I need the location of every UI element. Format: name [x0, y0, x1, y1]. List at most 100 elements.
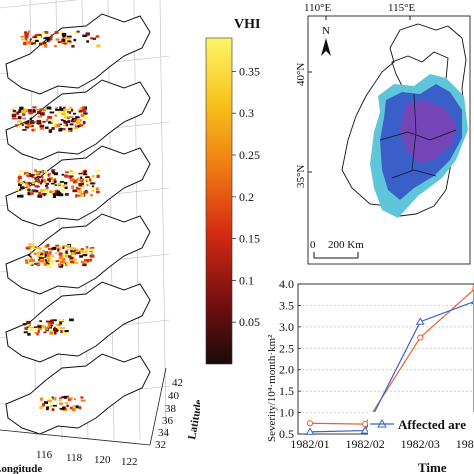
vhi-pixel — [28, 172, 32, 175]
vhi-pixel — [65, 264, 68, 267]
vhi-pixel — [64, 37, 68, 39]
vhi-pixel — [77, 177, 83, 181]
vhi-pixel — [90, 194, 93, 197]
vhi-pixel — [37, 194, 43, 198]
vhi-pixel — [86, 257, 89, 260]
vhi-pixel — [64, 112, 68, 117]
vhi-pixel — [73, 398, 76, 401]
vhi-pixel — [52, 319, 57, 322]
vhi-pixel — [49, 262, 54, 266]
vhi-pixel — [39, 108, 42, 110]
vhi-pixel — [80, 399, 86, 402]
vhi-pixel — [61, 38, 64, 42]
vhi-pixel — [46, 263, 50, 265]
plot-frame — [297, 283, 474, 435]
vhi-pixel — [83, 253, 88, 257]
vhi-pixel — [84, 259, 89, 263]
vhi-pixel — [52, 171, 55, 174]
vhi-pixel — [68, 127, 73, 130]
vhi-pixel — [23, 331, 28, 334]
vhi-pixel — [49, 331, 54, 335]
vhi-pixel — [86, 183, 89, 187]
vhi-pixel — [69, 171, 74, 174]
vhi-pixel — [41, 176, 44, 179]
vhi-pixel — [31, 189, 37, 193]
vhi-pixel — [73, 261, 79, 265]
y-tick-label: 3.5 — [279, 298, 294, 312]
vhi-pixel — [35, 179, 40, 183]
vhi-pixel — [75, 405, 79, 409]
vhi-pixel — [19, 106, 24, 110]
vhi-pixel — [96, 44, 101, 48]
vhi-pixel — [44, 259, 48, 262]
vhi-pixel — [41, 41, 47, 45]
vhi-pixel — [34, 332, 38, 334]
vhi-pixel — [33, 35, 38, 39]
colorbar-tick-label: 0.3 — [239, 106, 254, 120]
vhi-pixel — [39, 320, 42, 323]
vhi-pixel — [81, 125, 85, 128]
vhi-pixel — [52, 190, 55, 193]
vhi-pixel — [79, 107, 85, 109]
vhi-pixel — [36, 172, 40, 175]
vhi-pixel — [51, 127, 55, 130]
vhi-pixel — [37, 330, 40, 334]
vhi-pixel — [46, 256, 51, 260]
vhi-pixel — [32, 106, 37, 109]
vhi-pixel — [31, 41, 36, 45]
vhi-pixel — [40, 397, 43, 401]
vhi-pixel — [27, 184, 30, 188]
vhi-pixel — [34, 34, 39, 36]
vhi-pixel — [30, 191, 33, 193]
y-tick-label: 2.5 — [279, 341, 294, 355]
y-tick-label: 0.5 — [279, 427, 294, 441]
vhi-pixel — [27, 322, 31, 326]
vhi-pixel — [26, 257, 31, 260]
series-point — [415, 317, 425, 325]
vhi-pixel — [31, 128, 34, 132]
vhi-pixel — [33, 252, 39, 255]
vhi-pixel — [67, 117, 70, 120]
vhi-pixel — [78, 172, 83, 175]
vhi-pixel — [47, 264, 52, 268]
vhi-pixel — [24, 32, 30, 36]
vhi-pixel — [43, 261, 48, 264]
vhi-pixel — [34, 246, 37, 249]
vhi-pixel — [32, 110, 36, 113]
vhi-pixel — [78, 110, 83, 113]
vhi-map-layer — [5, 281, 151, 363]
vhi-pixel — [19, 188, 22, 191]
vhi-pixel — [62, 319, 65, 322]
vhi-pixel — [53, 326, 56, 329]
vhi-pixel — [64, 115, 69, 119]
vhi-pixel — [43, 331, 47, 334]
vhi-pixel — [82, 34, 88, 37]
series-line — [309, 288, 474, 425]
vhi-pixel — [49, 401, 53, 404]
lat-tick-40: 40°N — [296, 63, 307, 86]
lon-tick-115: 115°E — [388, 2, 415, 14]
vhi-pixel — [41, 170, 44, 174]
vhi-pixel — [70, 119, 76, 123]
vhi-pixel — [25, 260, 29, 264]
vhi-pixel — [49, 405, 53, 407]
vhi-pixel — [36, 247, 40, 250]
vhi-pixel — [39, 405, 43, 410]
vhi-pixel — [69, 318, 74, 322]
vhi-pixel — [62, 35, 66, 38]
vhi-pixel — [43, 262, 48, 266]
vhi-pixel — [17, 194, 22, 198]
vhi-pixel — [51, 396, 54, 400]
vhi-pixel — [18, 124, 22, 128]
vhi-pixel — [69, 249, 73, 252]
vhi-pixel — [60, 189, 65, 193]
vhi-pixel — [51, 260, 54, 263]
vhi-pixel — [17, 116, 22, 120]
vhi-pixel — [30, 245, 34, 248]
colorbar-title: VHI — [234, 17, 260, 32]
vhi-pixel — [31, 183, 35, 186]
vhi-pixel — [66, 404, 69, 407]
vhi-pixel — [89, 248, 95, 251]
vhi-pixel — [45, 36, 50, 40]
vhi-pixel — [47, 174, 50, 177]
